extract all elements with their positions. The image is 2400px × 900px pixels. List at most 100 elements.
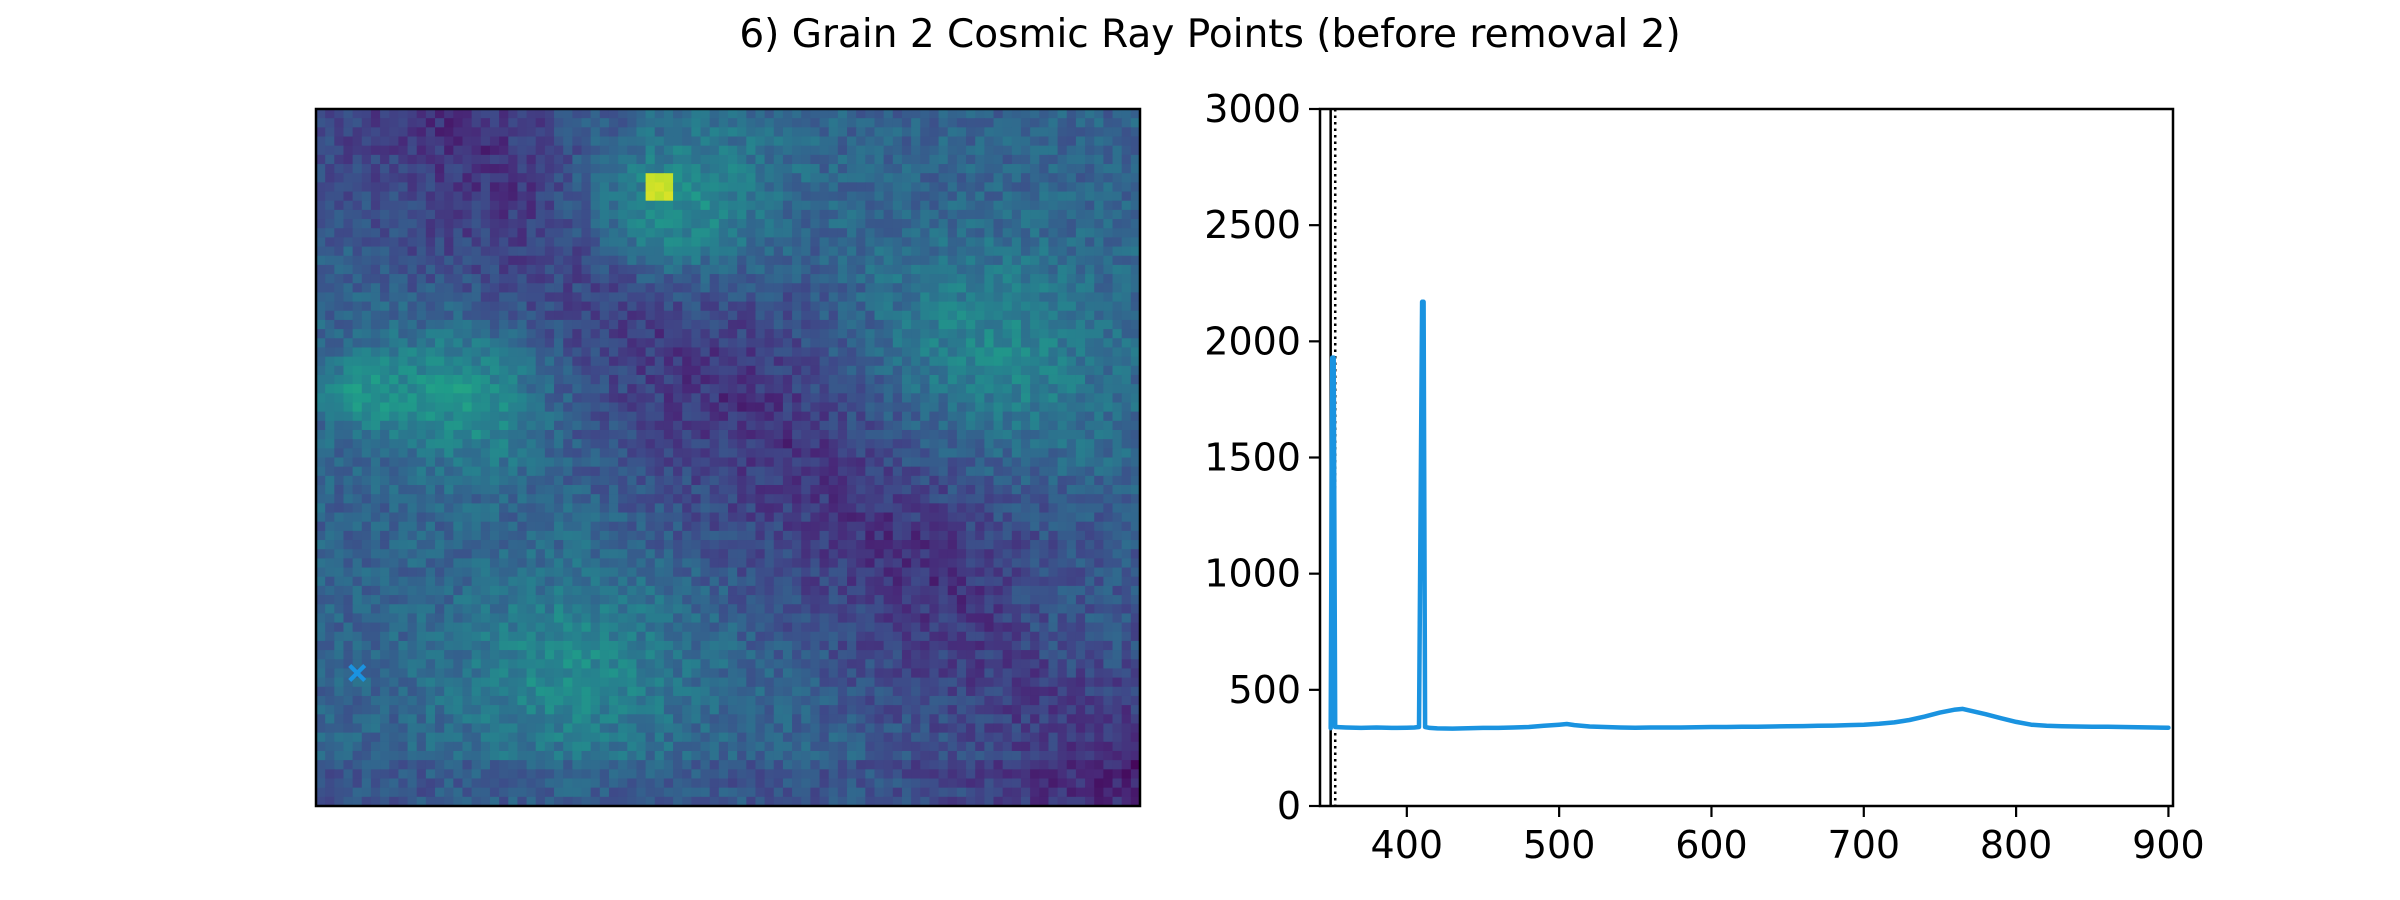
heatmap-cell <box>673 237 683 248</box>
heatmap-cell <box>1075 347 1086 358</box>
heatmap-cell <box>590 558 601 569</box>
heatmap-cell <box>810 127 821 138</box>
heatmap-cell <box>1130 439 1141 449</box>
heatmap-cell <box>938 595 949 605</box>
heatmap-cell <box>1085 604 1095 615</box>
heatmap-cell <box>993 512 1004 523</box>
heatmap-cell <box>1002 595 1013 605</box>
heatmap-cell <box>1066 347 1077 358</box>
heatmap-cell <box>352 402 363 413</box>
heatmap-cell <box>837 292 848 303</box>
heatmap-cell <box>984 576 995 587</box>
heatmap-cell <box>480 475 491 486</box>
heatmap-cell <box>535 558 546 569</box>
heatmap-cell <box>1112 109 1123 119</box>
heatmap-cell <box>883 255 894 266</box>
heatmap-cell <box>480 439 491 449</box>
heatmap-cell <box>352 356 363 367</box>
heatmap-cell <box>416 365 427 376</box>
heatmap-cell <box>608 154 619 165</box>
heatmap-cell <box>590 209 601 220</box>
heatmap-cell <box>1103 310 1114 321</box>
heatmap-cell <box>1085 448 1095 459</box>
heatmap-cell <box>526 439 537 449</box>
heatmap-cell <box>737 540 747 550</box>
heatmap-cell <box>929 494 940 504</box>
heatmap-cell <box>416 558 427 569</box>
heatmap-cell <box>554 264 564 275</box>
heatmap-cell <box>682 448 692 459</box>
heatmap-cell <box>975 283 985 294</box>
heatmap-cell <box>1094 255 1104 266</box>
heatmap-cell <box>975 237 985 248</box>
heatmap-cell <box>370 310 381 321</box>
heatmap-cell <box>499 356 509 367</box>
heatmap-cell <box>1121 374 1132 385</box>
heatmap-cell <box>1112 310 1123 321</box>
heatmap-cell <box>911 283 921 294</box>
heatmap-cell <box>1085 530 1095 541</box>
heatmap-cell <box>737 429 747 440</box>
heatmap-cell <box>782 301 793 312</box>
heatmap-cell <box>883 503 894 514</box>
heatmap-cell <box>1002 329 1013 339</box>
heatmap-cell <box>755 219 766 229</box>
heatmap-cell <box>1066 274 1077 284</box>
heatmap-cell <box>1066 246 1077 257</box>
heatmap-cell <box>444 255 454 266</box>
heatmap-cell <box>709 292 720 303</box>
heatmap-cell <box>645 567 656 578</box>
heatmap-cell <box>508 429 519 440</box>
heatmap-cell <box>847 237 857 248</box>
heatmap-cell <box>1030 319 1040 330</box>
heatmap-cell <box>462 393 473 404</box>
heatmap-cell <box>1103 549 1114 559</box>
heatmap-cell <box>508 329 519 339</box>
heatmap-cell <box>654 173 665 183</box>
heatmap-cell <box>700 475 711 486</box>
heatmap-cell <box>1085 118 1095 128</box>
heatmap-cell <box>865 585 876 596</box>
heatmap-cell <box>435 209 445 220</box>
heatmap-cell <box>801 347 811 358</box>
heatmap-cell <box>370 384 381 394</box>
heatmap-cell <box>801 365 811 376</box>
heatmap-cell <box>471 164 482 174</box>
heatmap-cell <box>480 356 491 367</box>
heatmap-cell <box>398 595 409 605</box>
heatmap-cell <box>773 485 784 495</box>
heatmap-cell <box>700 219 711 229</box>
heatmap-cell <box>526 549 537 559</box>
heatmap-cell <box>416 457 427 468</box>
heatmap-cell <box>810 237 821 248</box>
heatmap-cell <box>1030 127 1040 138</box>
heatmap-cell <box>316 420 326 431</box>
heatmap-cell <box>526 411 537 422</box>
heatmap-cell <box>407 503 418 514</box>
heatmap-cell <box>728 503 738 514</box>
heatmap-cell <box>416 264 427 275</box>
heatmap-cell <box>1121 145 1132 156</box>
heatmap-cell <box>1020 274 1031 284</box>
heatmap-cell <box>508 347 519 358</box>
heatmap-cell <box>1048 127 1059 138</box>
heatmap-cell <box>554 503 564 514</box>
heatmap-cell <box>847 558 857 569</box>
heatmap-cell <box>554 182 564 193</box>
heatmap-cell <box>947 182 958 193</box>
heatmap-cell <box>911 338 921 349</box>
heatmap-cell <box>709 567 720 578</box>
heatmap-cell <box>1066 475 1077 486</box>
heatmap-cell <box>618 530 628 541</box>
heatmap-cell <box>471 274 482 284</box>
heatmap-cell <box>618 494 628 504</box>
heatmap-cell <box>682 613 692 624</box>
heatmap-cell <box>389 109 399 119</box>
heatmap-cell <box>1020 549 1031 559</box>
heatmap-cell <box>956 356 967 367</box>
heatmap-cell <box>361 393 372 404</box>
heatmap-cell <box>435 604 445 615</box>
heatmap-cell <box>673 319 683 330</box>
heatmap-cell <box>1011 585 1022 596</box>
